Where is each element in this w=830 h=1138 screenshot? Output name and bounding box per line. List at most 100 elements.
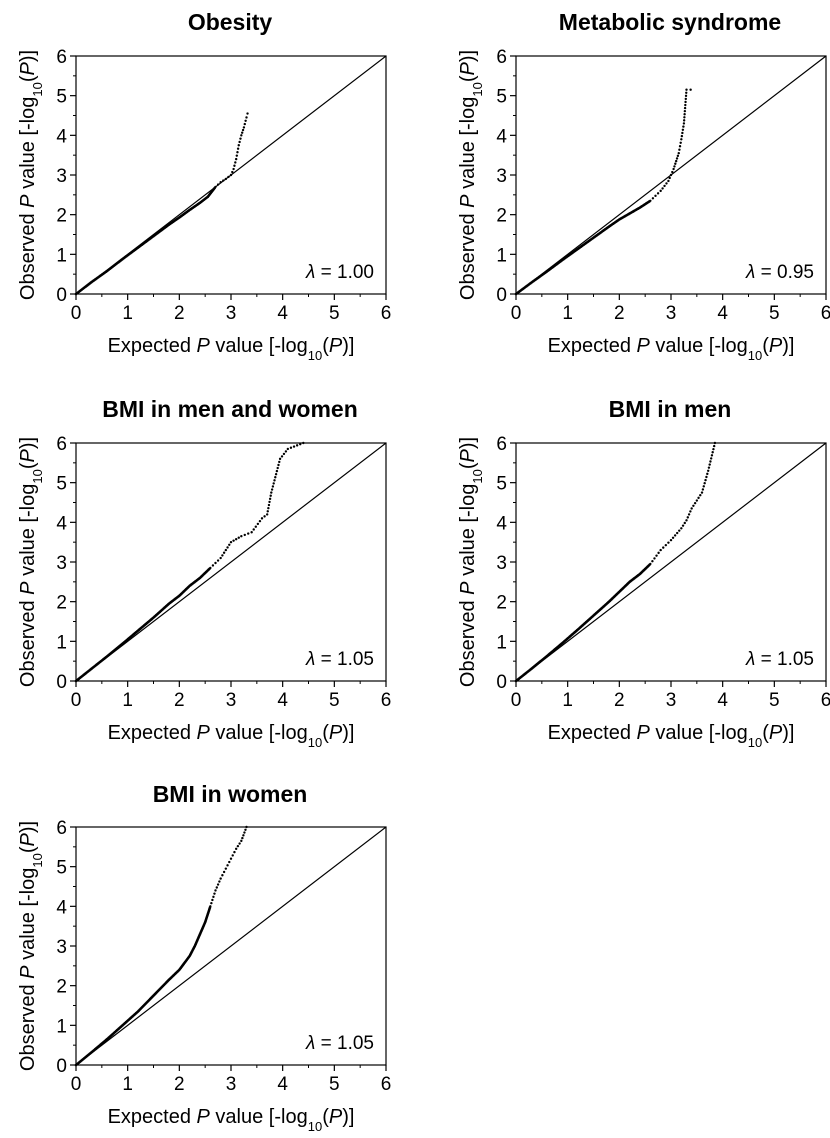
data-point — [707, 469, 710, 472]
data-point — [237, 144, 240, 147]
data-point — [675, 157, 679, 160]
data-point — [679, 141, 682, 144]
data-point — [240, 134, 243, 137]
y-axis-label: Observed P value [-log10(P)] — [457, 50, 485, 300]
y-tick-label: 1 — [56, 632, 67, 653]
y-tick-label: 2 — [56, 206, 67, 227]
x-tick-label: 4 — [277, 303, 288, 324]
x-axis-label: Expected P value [-log10(P)] — [108, 722, 355, 750]
reference-line — [515, 442, 827, 682]
data-point — [214, 561, 217, 565]
x-axis-label: Expected P value [-log10(P)] — [108, 1106, 355, 1134]
data-point — [282, 452, 286, 456]
x-axis-label: Expected P value [-log10(P)] — [108, 335, 355, 363]
data-point — [671, 536, 675, 540]
x-tick-label: 6 — [381, 690, 392, 711]
x-tick-label: 4 — [277, 1074, 288, 1095]
data-point — [659, 189, 662, 193]
x-tick-label: 2 — [174, 303, 185, 324]
data-point — [250, 531, 253, 534]
data-point — [216, 883, 220, 886]
data-point — [669, 173, 673, 177]
data-point — [270, 488, 274, 491]
data-point — [233, 164, 236, 167]
data-point — [677, 151, 680, 155]
panel-title: BMI in men and women — [102, 396, 358, 422]
y-tick-label: 3 — [56, 553, 67, 574]
data-point — [695, 499, 699, 502]
data-point — [683, 521, 686, 525]
data-point — [231, 170, 234, 174]
x-tick-label: 0 — [71, 303, 82, 324]
data-point — [661, 187, 664, 190]
qq-panel-1: Obesity 0 1 2 3 4 5 6 0 1 2 3 4 5 6 Expected P value [-… — [17, 9, 391, 363]
data-point — [683, 113, 686, 116]
data-point — [673, 165, 676, 168]
data-point — [234, 161, 237, 164]
data-point — [219, 877, 222, 880]
y-tick-label: 6 — [56, 434, 67, 455]
x-tick-label: 5 — [329, 1074, 340, 1095]
data-point — [244, 828, 247, 831]
data-point — [214, 889, 217, 892]
x-tick-label: 6 — [381, 1074, 392, 1095]
data-point — [699, 494, 702, 497]
y-tick-label: 0 — [56, 1056, 67, 1077]
data-point — [684, 94, 688, 98]
data-point — [214, 185, 217, 189]
data-point — [238, 842, 241, 845]
data-point — [234, 847, 238, 851]
data-point — [211, 898, 214, 902]
data-point — [678, 145, 682, 148]
data-point — [667, 179, 670, 183]
data-point — [705, 475, 708, 479]
data-point — [238, 140, 241, 144]
qq-panel-4: BMI in men 0 1 2 3 4 5 6 0 1 2 3 4 5 6 Expected P value… — [457, 396, 830, 750]
data-point — [671, 170, 674, 174]
data-point — [210, 901, 213, 905]
data-point — [227, 175, 230, 179]
data-point — [278, 460, 281, 464]
data-point — [654, 194, 657, 198]
data-point — [224, 177, 228, 181]
data-point — [237, 536, 240, 539]
data-point — [655, 554, 658, 557]
data-point — [275, 469, 279, 473]
y-tick-label: 5 — [56, 474, 67, 495]
data-point — [684, 97, 687, 101]
data-point — [241, 128, 245, 132]
y-tick-label: 6 — [56, 818, 67, 839]
y-axis-label: Observed P value [-log10(P)] — [17, 821, 45, 1071]
data-point — [228, 860, 231, 864]
y-tick-label: 4 — [496, 513, 507, 534]
y-tick-label: 5 — [496, 87, 507, 108]
x-tick-label: 4 — [277, 690, 288, 711]
data-point — [653, 557, 656, 560]
data-point — [209, 905, 212, 908]
x-tick-label: 1 — [562, 690, 573, 711]
data-point — [228, 543, 231, 547]
qq-panel-5: BMI in women 0 1 2 3 4 5 6 0 1 2 3 4 5 6 Expected P val… — [17, 781, 391, 1134]
data-point — [234, 157, 238, 161]
data-point — [701, 488, 705, 491]
y-tick-label: 5 — [56, 858, 67, 879]
data-point — [685, 91, 688, 94]
data-point — [686, 516, 689, 519]
data-point — [649, 199, 652, 202]
x-tick-label: 2 — [614, 690, 625, 711]
data-point — [278, 457, 282, 461]
data-point — [663, 184, 666, 188]
x-tick-label: 2 — [174, 1074, 185, 1095]
lambda-label: λ = 0.95 — [745, 262, 814, 283]
data-point — [710, 454, 714, 457]
y-tick-label: 3 — [496, 166, 507, 187]
data-point — [222, 179, 225, 182]
data-point — [226, 546, 229, 549]
data-point — [284, 450, 288, 453]
y-tick-label: 1 — [56, 1016, 67, 1037]
qq-panel-3: BMI in men and women 0 1 2 3 4 5 6 0 1 2 3 4 5 6 Expect… — [17, 396, 391, 750]
data-point — [246, 112, 249, 115]
data-point — [662, 546, 665, 549]
y-tick-label: 2 — [56, 977, 67, 998]
data-point — [274, 476, 277, 479]
